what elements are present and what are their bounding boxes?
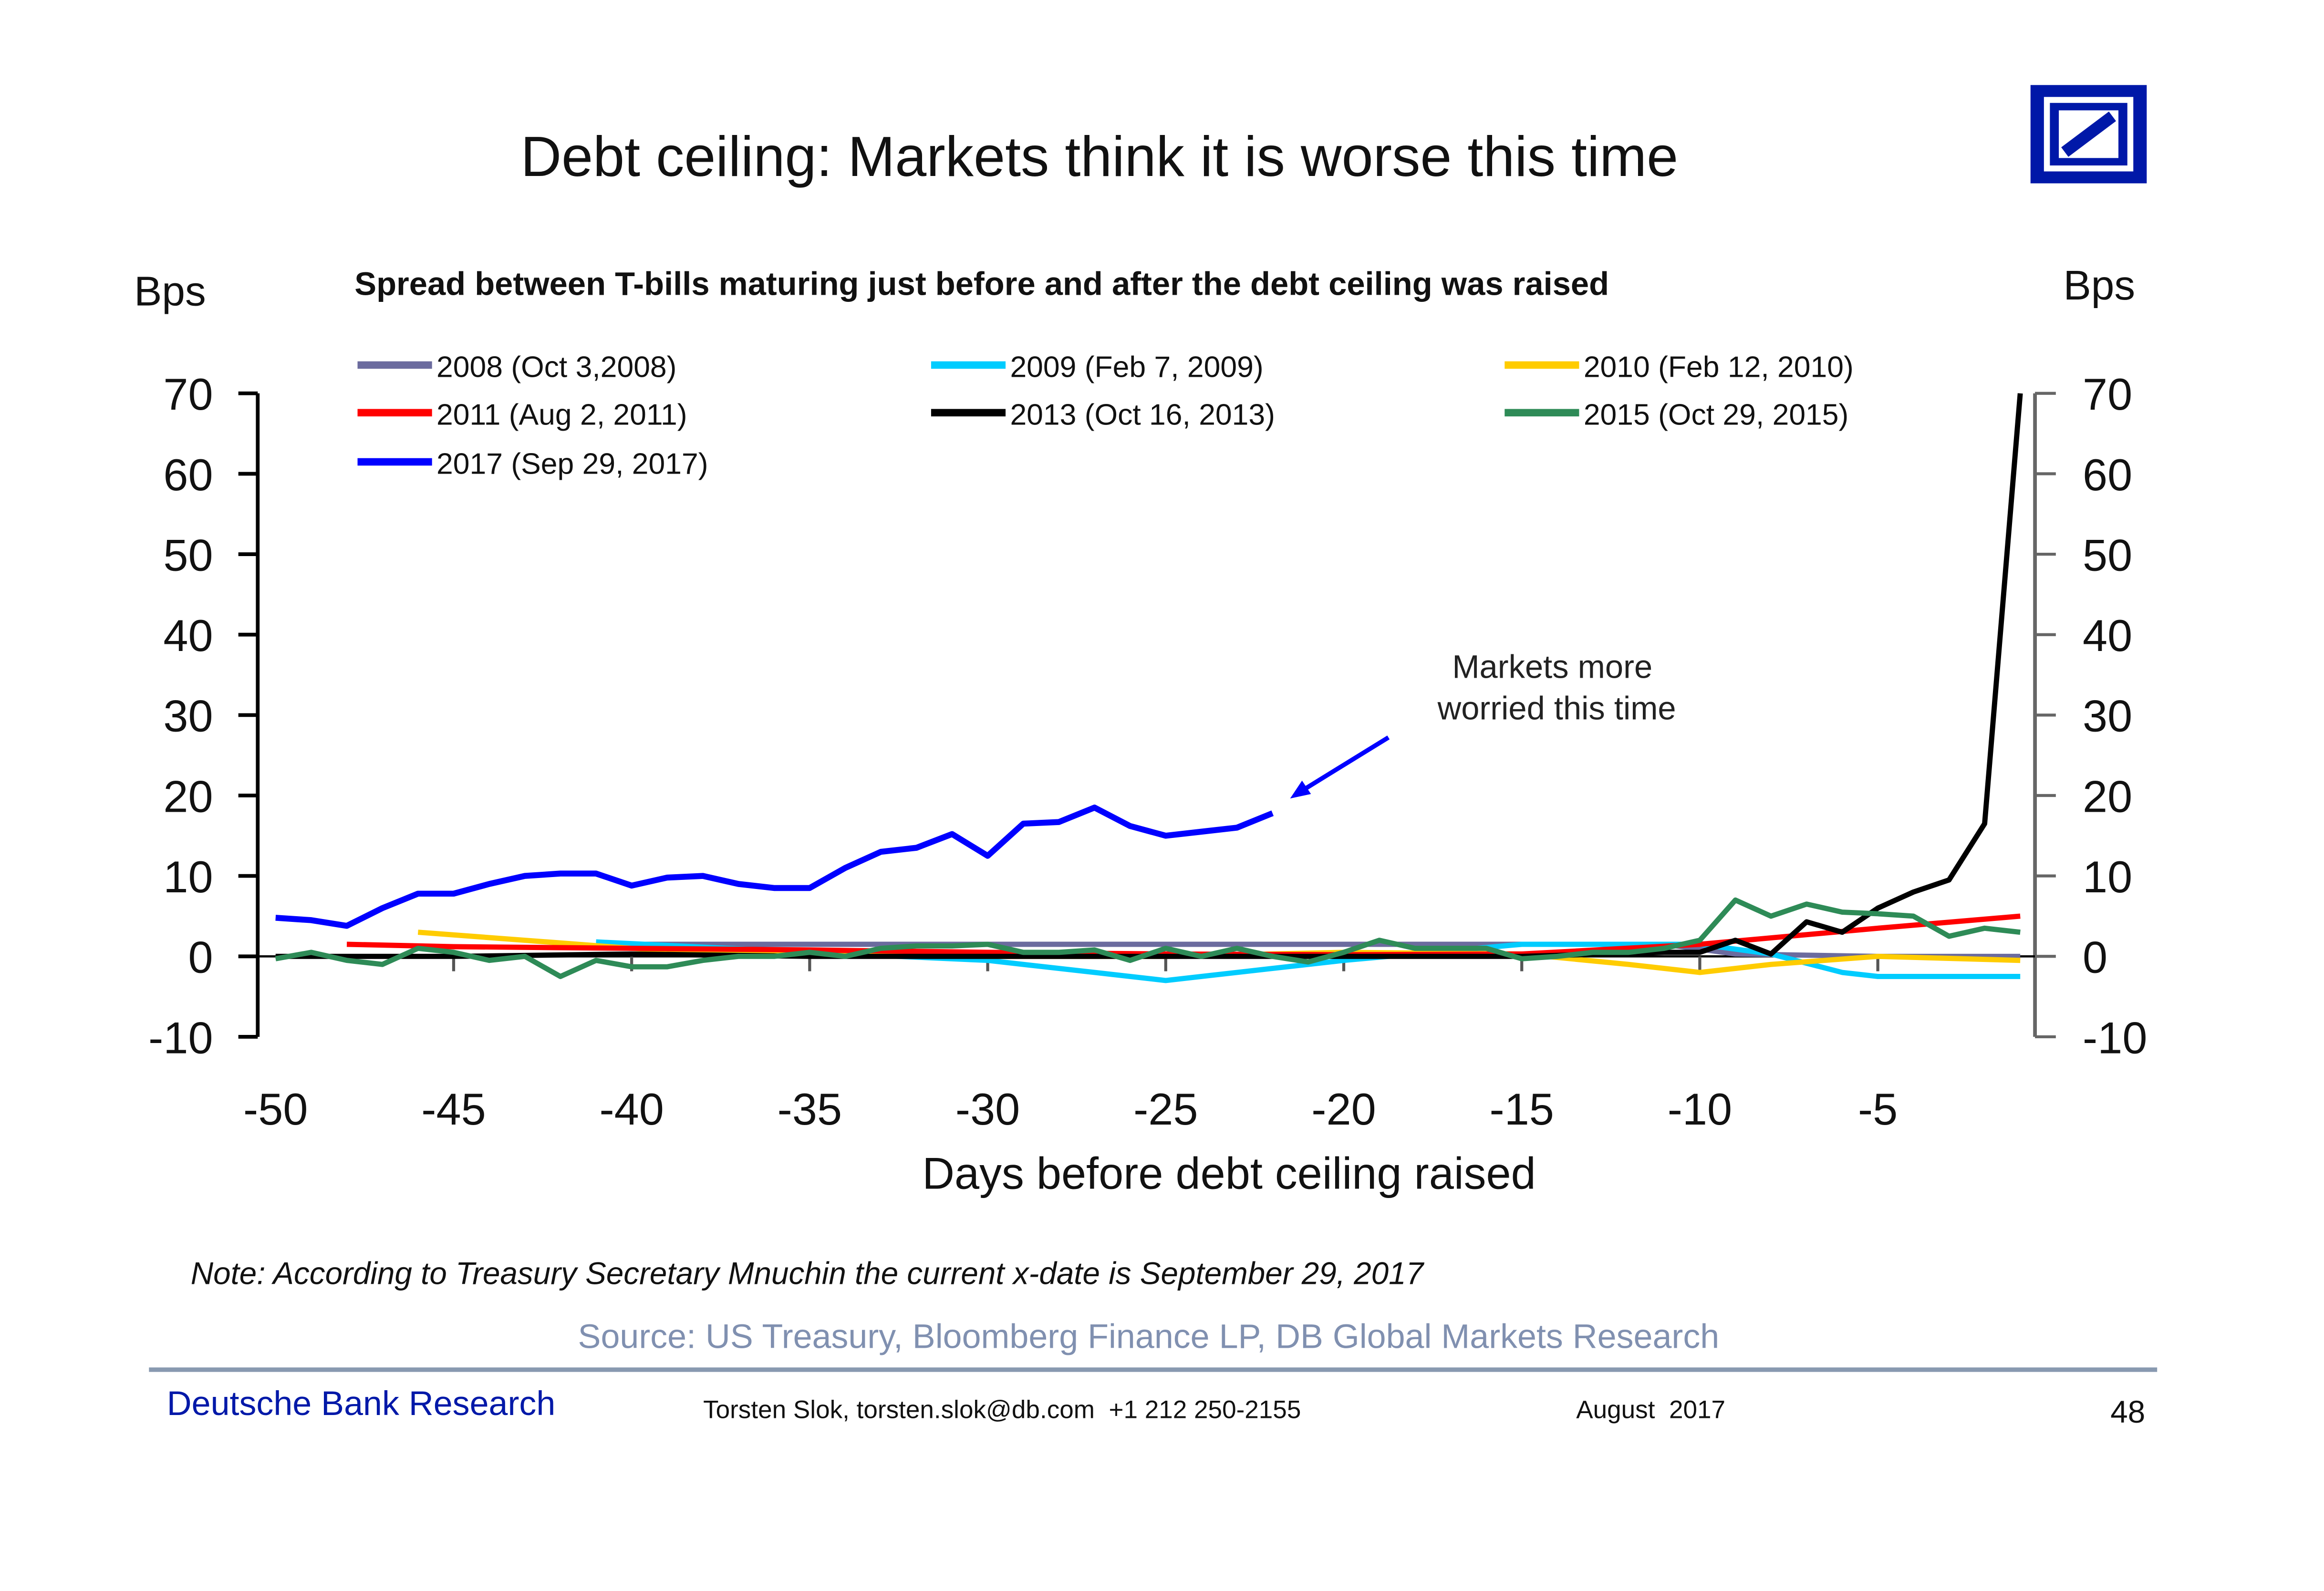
footer-brand: Deutsche Bank Research bbox=[167, 1384, 556, 1423]
legend-label: 2008 (Oct 3,2008) bbox=[436, 350, 676, 383]
y-tick-label-right: 60 bbox=[2083, 450, 2132, 500]
legend-label: 2010 (Feb 12, 2010) bbox=[1584, 350, 1854, 383]
series-line-2008 bbox=[596, 941, 2021, 959]
x-tick-label: -30 bbox=[955, 1084, 1020, 1134]
x-tick-label: -35 bbox=[778, 1084, 842, 1134]
legend-label: 2017 (Sep 29, 2017) bbox=[436, 447, 708, 480]
db-logo bbox=[2030, 85, 2147, 184]
annotation: Markets more worried this time bbox=[1290, 648, 1676, 799]
y-tick-label-right: 30 bbox=[2083, 691, 2132, 741]
x-tick-label: -45 bbox=[421, 1084, 486, 1134]
y-tick-label-left: 50 bbox=[163, 530, 213, 580]
y-tick-label-left: 0 bbox=[188, 932, 213, 982]
y-tick-label-right: 70 bbox=[2083, 369, 2132, 419]
series-line-2015 bbox=[275, 897, 2021, 979]
y-tick-label-left: 40 bbox=[163, 610, 213, 661]
y-tick-label-left: 30 bbox=[163, 691, 213, 741]
legend: 2008 (Oct 3,2008) 2009 (Feb 7, 2009) 2010 … bbox=[357, 350, 1854, 480]
y-tick-label-right: 0 bbox=[2083, 932, 2107, 982]
series-lines bbox=[275, 393, 2023, 983]
y-tick-label-right: 10 bbox=[2083, 852, 2132, 902]
annotation-arrow bbox=[1297, 735, 1390, 795]
y-tick-label-left: 10 bbox=[163, 852, 213, 902]
footer-rule bbox=[149, 1367, 2158, 1372]
series-line-2017 bbox=[275, 805, 1274, 929]
note: Note: According to Treasury Secretary Mn… bbox=[191, 1256, 1425, 1291]
x-tick-label: -25 bbox=[1133, 1084, 1198, 1134]
annotation-line-1: Markets more bbox=[1452, 648, 1652, 685]
source: Source: US Treasury, Bloomberg Finance L… bbox=[578, 1318, 1720, 1356]
annotation-line-2: worried this time bbox=[1437, 690, 1676, 727]
annotation-arrowhead bbox=[1290, 780, 1311, 799]
series-line-2013 bbox=[275, 393, 2023, 959]
y-tick-label-left: -10 bbox=[148, 1012, 213, 1063]
y-tick-label-left: 20 bbox=[163, 771, 213, 821]
y-tick-label-left: 60 bbox=[163, 450, 213, 500]
footer-contact: Torsten Slok, torsten.slok@db.com +1 212… bbox=[703, 1395, 1301, 1424]
series-line-2011 bbox=[346, 913, 2021, 958]
legend-label: 2009 (Feb 7, 2009) bbox=[1010, 350, 1263, 383]
y-axis-label-right: Bps bbox=[2063, 262, 2135, 309]
y-tick-label-right: -10 bbox=[2083, 1012, 2147, 1063]
legend-label: 2011 (Aug 2, 2011) bbox=[436, 398, 687, 431]
x-tick-label: -10 bbox=[1668, 1084, 1732, 1134]
y-tick-label-left: 70 bbox=[163, 369, 213, 419]
y-tick-label-right: 40 bbox=[2083, 610, 2132, 661]
slide-title: Debt ceiling: Markets think it is worse … bbox=[520, 125, 1678, 188]
x-tick-label: -40 bbox=[599, 1084, 664, 1134]
y-axis-label-left: Bps bbox=[134, 268, 206, 315]
x-tick-label: -20 bbox=[1311, 1084, 1376, 1134]
chart-subtitle: Spread between T-bills maturing just bef… bbox=[354, 266, 1609, 302]
x-tick-label: -5 bbox=[1858, 1084, 1898, 1134]
y-tick-label-right: 20 bbox=[2083, 771, 2132, 821]
x-tick-label: -50 bbox=[243, 1084, 308, 1134]
x-tick-label: -15 bbox=[1490, 1084, 1554, 1134]
page-number: 48 bbox=[2110, 1395, 2145, 1429]
x-axis-label: Days before debt ceiling raised bbox=[922, 1148, 1536, 1198]
legend-label: 2015 (Oct 29, 2015) bbox=[1584, 398, 1849, 431]
legend-label: 2013 (Oct 16, 2013) bbox=[1010, 398, 1275, 431]
y-tick-label-right: 50 bbox=[2083, 530, 2132, 580]
footer-date: August 2017 bbox=[1576, 1395, 1725, 1424]
